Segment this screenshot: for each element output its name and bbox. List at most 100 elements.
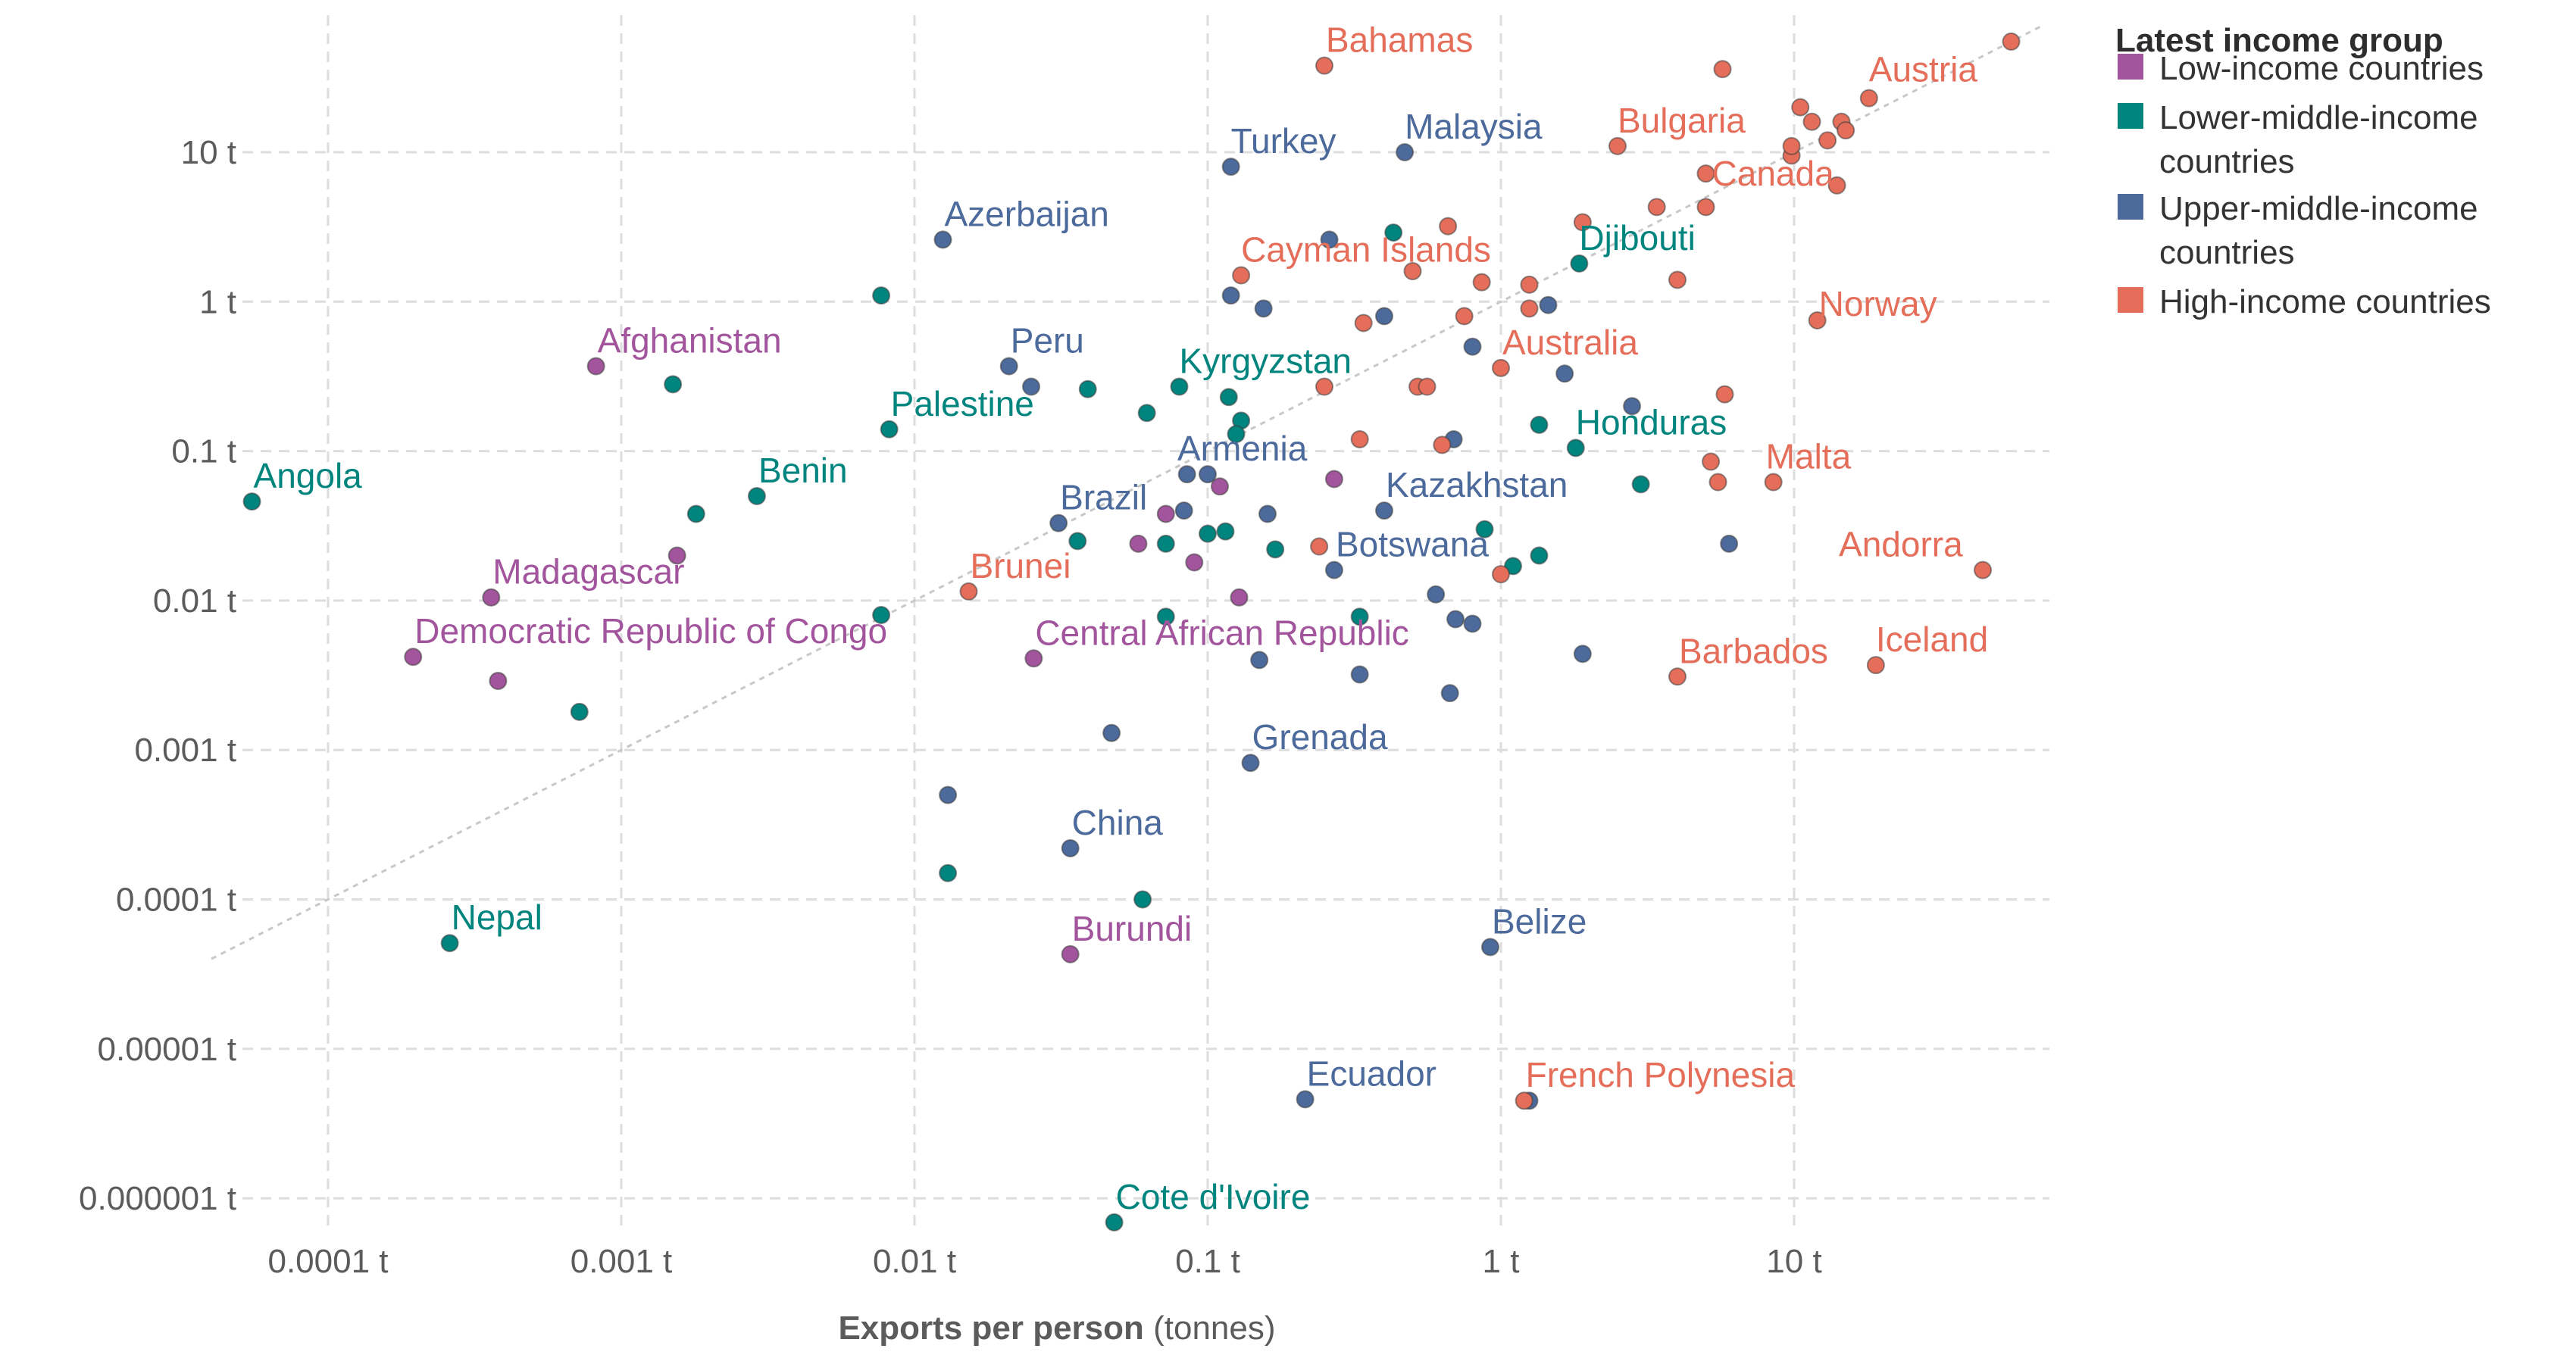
- x-tick-label: 0.1 t: [1175, 1243, 1240, 1280]
- data-point: [1446, 610, 1465, 629]
- data-point: [570, 702, 589, 721]
- data-point: [404, 648, 423, 667]
- data-point: [1570, 254, 1589, 273]
- data-point: [1254, 299, 1273, 318]
- data-point: [1310, 537, 1329, 556]
- x-axis-title: Exports per person (tonnes): [838, 1310, 1275, 1347]
- point-label: Democratic Republic of Congo: [414, 611, 887, 651]
- legend-label: High-income countries: [2159, 283, 2491, 320]
- point-label: Azerbaijan: [945, 194, 1109, 233]
- legend-swatch: [2118, 54, 2143, 80]
- data-point: [1049, 514, 1068, 532]
- data-point: [1492, 565, 1510, 584]
- data-point: [872, 606, 891, 625]
- data-point: [1530, 546, 1549, 565]
- data-point: [1623, 397, 1642, 416]
- data-point: [1573, 213, 1592, 232]
- data-point: [1266, 540, 1285, 559]
- data-point: [1354, 314, 1373, 333]
- data-point: [1324, 470, 1343, 489]
- data-point: [1350, 665, 1369, 684]
- data-point: [939, 863, 958, 882]
- point-label: Burundi: [1072, 909, 1193, 948]
- data-point: [1463, 614, 1482, 633]
- data-point: [1258, 504, 1277, 523]
- data-point: [1433, 436, 1452, 454]
- data-point: [1219, 388, 1238, 407]
- axis-ticks: 0.0001 t 0.001 t 0.01 t 0.1 t 1 t 10 t 10 t 1 t…: [79, 134, 1822, 1280]
- grid-lines: [242, 15, 2049, 1227]
- data-point: [1221, 286, 1240, 305]
- data-point: [1250, 651, 1269, 670]
- data-point: [1608, 136, 1627, 155]
- data-points: [242, 32, 2021, 1232]
- data-point: [1455, 307, 1474, 326]
- point-label: Norway: [1819, 284, 1937, 323]
- y-tick-label: 0.1 t: [171, 433, 236, 470]
- data-point: [1061, 838, 1080, 857]
- legend-swatch: [2118, 103, 2143, 129]
- data-point: [489, 671, 508, 690]
- point-label: Honduras: [1576, 402, 1727, 442]
- data-point: [1566, 439, 1585, 457]
- y-tick-label: 1 t: [199, 283, 236, 320]
- data-point: [1320, 230, 1339, 249]
- point-label: China: [1072, 803, 1164, 842]
- data-point: [1105, 1213, 1124, 1232]
- data-point: [1720, 534, 1739, 553]
- x-tick-label: 0.0001 t: [267, 1243, 388, 1280]
- data-point: [1199, 465, 1217, 484]
- data-point: [1480, 938, 1499, 957]
- data-point: [1170, 377, 1189, 396]
- data-point: [586, 357, 605, 376]
- y-tick-label: 0.0001 t: [116, 882, 236, 919]
- data-point: [1555, 364, 1574, 383]
- data-point: [1668, 270, 1687, 289]
- y-tick-label: 0.000001 t: [79, 1180, 236, 1217]
- data-point: [1350, 429, 1369, 448]
- point-label: Barbados: [1679, 631, 1828, 670]
- data-point: [1216, 522, 1235, 541]
- data-point: [1647, 198, 1666, 217]
- point-label: Grenada: [1252, 717, 1388, 757]
- data-point: [1515, 1091, 1533, 1110]
- data-point: [1696, 198, 1715, 217]
- point-label: Austria: [1869, 50, 1978, 89]
- x-tick-label: 0.001 t: [571, 1243, 673, 1280]
- point-label: Cote d'Ivoire: [1116, 1177, 1311, 1216]
- data-point: [1177, 465, 1196, 484]
- data-point: [1440, 684, 1459, 703]
- data-point: [482, 588, 501, 607]
- data-point: [872, 286, 891, 305]
- data-point: [1764, 473, 1783, 492]
- data-point: [1024, 649, 1043, 668]
- parity-line: [211, 24, 2043, 960]
- data-point: [1324, 560, 1343, 579]
- data-point: [939, 785, 958, 804]
- point-label: Afghanistan: [598, 320, 782, 360]
- data-point: [1102, 723, 1121, 742]
- data-point: [1137, 404, 1156, 423]
- data-point: [1631, 475, 1650, 494]
- data-point: [1221, 158, 1240, 176]
- data-point: [1156, 607, 1175, 626]
- legend-label: Lower-middle-income: [2159, 99, 2478, 136]
- data-point: [1837, 121, 1855, 140]
- data-point: [1174, 501, 1193, 520]
- y-tick-label: 0.00001 t: [98, 1031, 237, 1068]
- point-labels: Bahamas Austria Bulgaria Malaysia Turkey Cana…: [254, 20, 1989, 1216]
- data-point: [1782, 136, 1801, 155]
- data-point: [933, 230, 952, 249]
- data-point: [1350, 607, 1369, 626]
- data-point: [1974, 560, 1993, 579]
- point-label: Bahamas: [1326, 20, 1473, 60]
- point-label: Andorra: [1839, 525, 1963, 564]
- data-point: [1022, 377, 1041, 396]
- data-point: [1859, 89, 1878, 108]
- data-point: [1156, 534, 1175, 553]
- data-point: [747, 486, 766, 505]
- point-label: Armenia: [1177, 429, 1308, 468]
- point-label: Djibouti: [1579, 218, 1695, 258]
- data-point: [1472, 273, 1491, 292]
